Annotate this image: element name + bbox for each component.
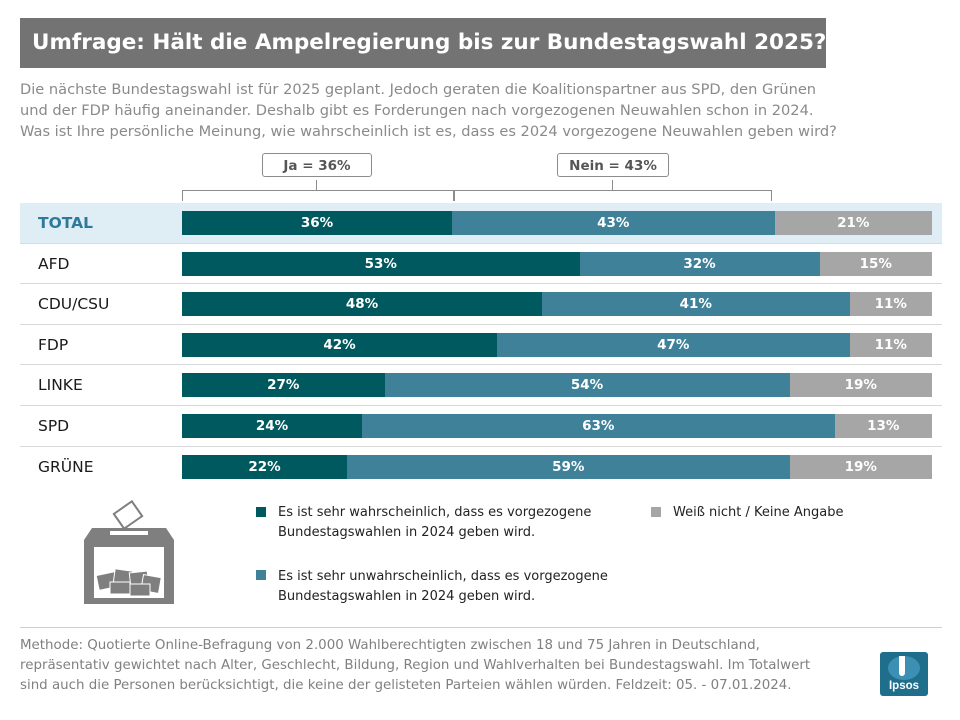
footer-divider xyxy=(20,627,942,628)
category-label: GRÜNE xyxy=(38,457,94,476)
legend-ja-line: Bundestagswahlen in 2024 geben wird. xyxy=(278,525,536,540)
bar-segment-wn: 13% xyxy=(834,413,932,438)
bar-segment-nein: 63% xyxy=(362,413,835,438)
legend-swatch-ja xyxy=(256,507,266,517)
logo-text: Ipsos xyxy=(888,680,920,692)
logo-mark-icon xyxy=(888,656,920,680)
bar-segment-nein: 54% xyxy=(384,373,790,398)
bar-segment-ja: 27% xyxy=(182,373,385,398)
intro-line: Die nächste Bundestagswahl ist für 2025 … xyxy=(20,81,817,98)
bar-segment-ja: 22% xyxy=(182,454,347,479)
bracket-ja xyxy=(182,190,454,201)
stacked-bar: 36% 43% 21% xyxy=(182,211,932,235)
bar-chart: TOTAL 36% 43% 21% AFD 53% 32% 15% CDU/CSU 48% 41% 1… xyxy=(20,203,942,487)
stacked-bar: 27% 54% 19% xyxy=(182,373,932,398)
legend-ja-line: Es ist sehr wahrscheinlich, dass es vorg… xyxy=(278,505,592,520)
stacked-bar: 42% 47% 11% xyxy=(182,332,932,357)
bar-segment-wn: 21% xyxy=(774,211,932,235)
legend-ja: Es ist sehr wahrscheinlich, dass es vorg… xyxy=(278,503,591,543)
legend-swatch-wn xyxy=(651,507,661,517)
method-note: Methode: Quotierte Online-Befragung von … xyxy=(20,636,870,696)
ballot-box-icon xyxy=(84,500,174,604)
category-label: LINKE xyxy=(38,376,83,395)
stacked-bar: 53% 32% 15% xyxy=(182,251,932,276)
bracket-connector xyxy=(316,180,318,191)
intro-line: Was ist Ihre persönliche Meinung, wie wa… xyxy=(20,123,837,140)
chart-title: Umfrage: Hält die Ampelregierung bis zur… xyxy=(20,18,826,68)
bar-segment-nein: 59% xyxy=(347,454,790,479)
chart-row: TOTAL 36% 43% 21% xyxy=(20,203,942,244)
chart-row: SPD 24% 63% 13% xyxy=(20,406,942,447)
method-line: sind auch die Personen berücksichtigt, d… xyxy=(20,678,792,693)
intro-line: und der FDP häufig aneinander. Deshalb g… xyxy=(20,102,814,119)
chart-row: GRÜNE 22% 59% 19% xyxy=(20,447,942,488)
chart-row: AFD 53% 32% 15% xyxy=(20,244,942,285)
stacked-bar: 22% 59% 19% xyxy=(182,454,932,479)
bar-segment-wn: 15% xyxy=(819,251,932,276)
ipsos-logo: Ipsos xyxy=(880,652,928,696)
bar-segment-wn: 11% xyxy=(849,332,932,357)
callout-nein-total: Nein = 43% xyxy=(557,153,669,177)
bar-segment-ja: 42% xyxy=(182,332,497,357)
stacked-bar: 48% 41% 11% xyxy=(182,292,932,317)
callout-ja-total: Ja = 36% xyxy=(262,153,372,177)
bar-segment-ja: 48% xyxy=(182,292,542,317)
category-label: AFD xyxy=(38,254,70,273)
bar-segment-nein: 43% xyxy=(452,211,775,235)
bar-segment-wn: 19% xyxy=(789,373,932,398)
category-label: SPD xyxy=(38,416,70,435)
bar-segment-nein: 32% xyxy=(579,251,820,276)
bar-segment-ja: 24% xyxy=(182,413,362,438)
legend-nein: Es ist sehr unwahrscheinlich, dass es vo… xyxy=(278,567,608,607)
bracket-connector xyxy=(612,180,614,191)
bar-segment-nein: 41% xyxy=(542,292,850,317)
bracket-nein xyxy=(454,190,772,201)
bar-segment-nein: 47% xyxy=(497,332,850,357)
legend-swatch-nein xyxy=(256,570,266,580)
bar-segment-wn: 11% xyxy=(849,292,932,317)
stacked-bar: 24% 63% 13% xyxy=(182,413,932,438)
chart-row: FDP 42% 47% 11% xyxy=(20,325,942,366)
bar-segment-ja: 36% xyxy=(182,211,452,235)
category-label: TOTAL xyxy=(38,214,93,232)
legend-nein-line: Bundestagswahlen in 2024 geben wird. xyxy=(278,589,536,604)
category-label: CDU/CSU xyxy=(38,295,110,314)
chart-row: LINKE 27% 54% 19% xyxy=(20,365,942,406)
chart-row: CDU/CSU 48% 41% 11% xyxy=(20,284,942,325)
method-line: Methode: Quotierte Online-Befragung von … xyxy=(20,638,760,653)
intro-text: Die nächste Bundestagswahl ist für 2025 … xyxy=(20,79,940,142)
legend-nein-line: Es ist sehr unwahrscheinlich, dass es vo… xyxy=(278,569,608,584)
bar-segment-ja: 53% xyxy=(182,251,580,276)
method-line: repräsentativ gewichtet nach Alter, Gesc… xyxy=(20,658,811,673)
legend-wn: Weiß nicht / Keine Angabe xyxy=(673,505,844,520)
category-label: FDP xyxy=(38,335,69,354)
bar-segment-wn: 19% xyxy=(789,454,932,479)
